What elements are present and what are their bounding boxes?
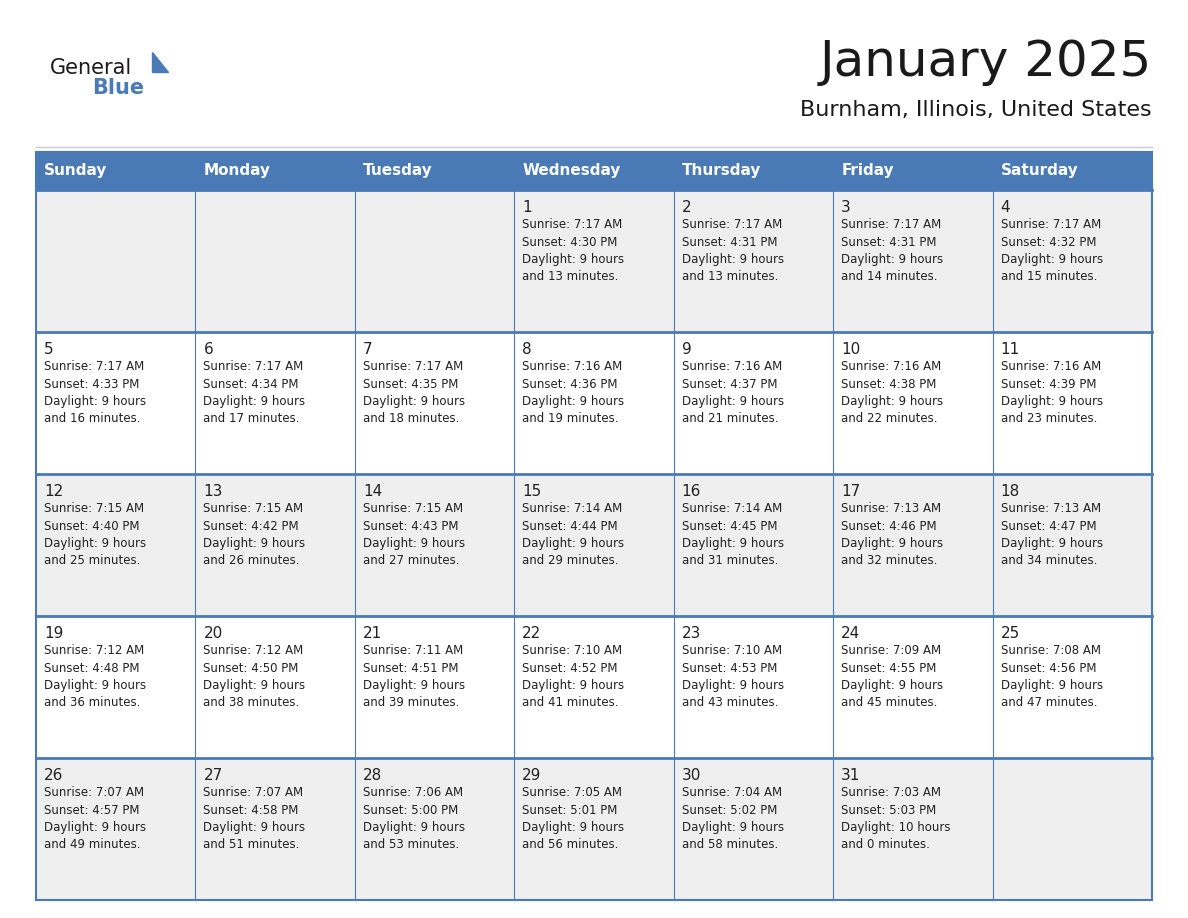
Text: 23: 23	[682, 626, 701, 641]
Text: Tuesday: Tuesday	[362, 163, 432, 178]
Text: 28: 28	[362, 768, 383, 783]
Text: General: General	[50, 58, 132, 78]
Text: Saturday: Saturday	[1000, 163, 1079, 178]
Bar	[36, 616, 1152, 758]
Bar	[36, 152, 196, 190]
Text: Friday: Friday	[841, 163, 893, 178]
Text: Sunrise: 7:17 AM
Sunset: 4:30 PM
Daylight: 9 hours
and 13 minutes.: Sunrise: 7:17 AM Sunset: 4:30 PM Dayligh…	[523, 218, 625, 284]
Bar	[833, 152, 992, 190]
Text: 15: 15	[523, 484, 542, 499]
Text: Sunrise: 7:05 AM
Sunset: 5:01 PM
Daylight: 9 hours
and 56 minutes.: Sunrise: 7:05 AM Sunset: 5:01 PM Dayligh…	[523, 786, 625, 852]
Bar	[36, 190, 1152, 332]
Text: 22: 22	[523, 626, 542, 641]
Text: Monday: Monday	[203, 163, 271, 178]
Text: Sunrise: 7:15 AM
Sunset: 4:42 PM
Daylight: 9 hours
and 26 minutes.: Sunrise: 7:15 AM Sunset: 4:42 PM Dayligh…	[203, 502, 305, 567]
Text: 9: 9	[682, 342, 691, 357]
Text: 3: 3	[841, 200, 851, 215]
Text: Sunrise: 7:13 AM
Sunset: 4:47 PM
Daylight: 9 hours
and 34 minutes.: Sunrise: 7:13 AM Sunset: 4:47 PM Dayligh…	[1000, 502, 1102, 567]
Bar	[36, 758, 1152, 900]
Text: 27: 27	[203, 768, 222, 783]
Text: Sunrise: 7:12 AM
Sunset: 4:48 PM
Daylight: 9 hours
and 36 minutes.: Sunrise: 7:12 AM Sunset: 4:48 PM Dayligh…	[44, 644, 146, 710]
Text: 4: 4	[1000, 200, 1010, 215]
Text: Sunrise: 7:04 AM
Sunset: 5:02 PM
Daylight: 9 hours
and 58 minutes.: Sunrise: 7:04 AM Sunset: 5:02 PM Dayligh…	[682, 786, 784, 852]
Text: Sunrise: 7:15 AM
Sunset: 4:43 PM
Daylight: 9 hours
and 27 minutes.: Sunrise: 7:15 AM Sunset: 4:43 PM Dayligh…	[362, 502, 465, 567]
Text: Sunrise: 7:16 AM
Sunset: 4:38 PM
Daylight: 9 hours
and 22 minutes.: Sunrise: 7:16 AM Sunset: 4:38 PM Dayligh…	[841, 360, 943, 426]
Text: Sunrise: 7:17 AM
Sunset: 4:35 PM
Daylight: 9 hours
and 18 minutes.: Sunrise: 7:17 AM Sunset: 4:35 PM Dayligh…	[362, 360, 465, 426]
Text: 19: 19	[44, 626, 63, 641]
Text: 26: 26	[44, 768, 63, 783]
Bar	[514, 152, 674, 190]
Text: Sunrise: 7:17 AM
Sunset: 4:32 PM
Daylight: 9 hours
and 15 minutes.: Sunrise: 7:17 AM Sunset: 4:32 PM Dayligh…	[1000, 218, 1102, 284]
Text: 6: 6	[203, 342, 213, 357]
Text: 10: 10	[841, 342, 860, 357]
Text: Sunrise: 7:10 AM
Sunset: 4:52 PM
Daylight: 9 hours
and 41 minutes.: Sunrise: 7:10 AM Sunset: 4:52 PM Dayligh…	[523, 644, 625, 710]
Text: Sunday: Sunday	[44, 163, 107, 178]
Text: Sunrise: 7:17 AM
Sunset: 4:34 PM
Daylight: 9 hours
and 17 minutes.: Sunrise: 7:17 AM Sunset: 4:34 PM Dayligh…	[203, 360, 305, 426]
Text: Sunrise: 7:09 AM
Sunset: 4:55 PM
Daylight: 9 hours
and 45 minutes.: Sunrise: 7:09 AM Sunset: 4:55 PM Dayligh…	[841, 644, 943, 710]
Text: Wednesday: Wednesday	[523, 163, 620, 178]
Text: 8: 8	[523, 342, 532, 357]
Text: 2: 2	[682, 200, 691, 215]
Text: Sunrise: 7:07 AM
Sunset: 4:57 PM
Daylight: 9 hours
and 49 minutes.: Sunrise: 7:07 AM Sunset: 4:57 PM Dayligh…	[44, 786, 146, 852]
Bar	[674, 152, 833, 190]
Bar	[36, 332, 1152, 474]
Polygon shape	[152, 52, 168, 72]
Text: 13: 13	[203, 484, 223, 499]
Text: January 2025: January 2025	[820, 38, 1152, 86]
Text: Sunrise: 7:16 AM
Sunset: 4:37 PM
Daylight: 9 hours
and 21 minutes.: Sunrise: 7:16 AM Sunset: 4:37 PM Dayligh…	[682, 360, 784, 426]
Text: 11: 11	[1000, 342, 1019, 357]
Text: 12: 12	[44, 484, 63, 499]
Text: Burnham, Illinois, United States: Burnham, Illinois, United States	[801, 100, 1152, 120]
Bar	[992, 152, 1152, 190]
Bar	[196, 152, 355, 190]
Text: Sunrise: 7:10 AM
Sunset: 4:53 PM
Daylight: 9 hours
and 43 minutes.: Sunrise: 7:10 AM Sunset: 4:53 PM Dayligh…	[682, 644, 784, 710]
Text: Sunrise: 7:12 AM
Sunset: 4:50 PM
Daylight: 9 hours
and 38 minutes.: Sunrise: 7:12 AM Sunset: 4:50 PM Dayligh…	[203, 644, 305, 710]
Text: 17: 17	[841, 484, 860, 499]
Text: 30: 30	[682, 768, 701, 783]
Text: Sunrise: 7:13 AM
Sunset: 4:46 PM
Daylight: 9 hours
and 32 minutes.: Sunrise: 7:13 AM Sunset: 4:46 PM Dayligh…	[841, 502, 943, 567]
Text: Blue: Blue	[91, 78, 144, 98]
Text: Sunrise: 7:03 AM
Sunset: 5:03 PM
Daylight: 10 hours
and 0 minutes.: Sunrise: 7:03 AM Sunset: 5:03 PM Dayligh…	[841, 786, 950, 852]
Text: Sunrise: 7:06 AM
Sunset: 5:00 PM
Daylight: 9 hours
and 53 minutes.: Sunrise: 7:06 AM Sunset: 5:00 PM Dayligh…	[362, 786, 465, 852]
Text: 20: 20	[203, 626, 222, 641]
Text: 16: 16	[682, 484, 701, 499]
Text: Sunrise: 7:17 AM
Sunset: 4:31 PM
Daylight: 9 hours
and 13 minutes.: Sunrise: 7:17 AM Sunset: 4:31 PM Dayligh…	[682, 218, 784, 284]
Text: Sunrise: 7:14 AM
Sunset: 4:44 PM
Daylight: 9 hours
and 29 minutes.: Sunrise: 7:14 AM Sunset: 4:44 PM Dayligh…	[523, 502, 625, 567]
Text: 1: 1	[523, 200, 532, 215]
Text: 21: 21	[362, 626, 383, 641]
Text: 14: 14	[362, 484, 383, 499]
Text: 29: 29	[523, 768, 542, 783]
Text: Sunrise: 7:08 AM
Sunset: 4:56 PM
Daylight: 9 hours
and 47 minutes.: Sunrise: 7:08 AM Sunset: 4:56 PM Dayligh…	[1000, 644, 1102, 710]
Text: Sunrise: 7:17 AM
Sunset: 4:31 PM
Daylight: 9 hours
and 14 minutes.: Sunrise: 7:17 AM Sunset: 4:31 PM Dayligh…	[841, 218, 943, 284]
Text: Sunrise: 7:11 AM
Sunset: 4:51 PM
Daylight: 9 hours
and 39 minutes.: Sunrise: 7:11 AM Sunset: 4:51 PM Dayligh…	[362, 644, 465, 710]
Text: Sunrise: 7:14 AM
Sunset: 4:45 PM
Daylight: 9 hours
and 31 minutes.: Sunrise: 7:14 AM Sunset: 4:45 PM Dayligh…	[682, 502, 784, 567]
Text: Sunrise: 7:16 AM
Sunset: 4:39 PM
Daylight: 9 hours
and 23 minutes.: Sunrise: 7:16 AM Sunset: 4:39 PM Dayligh…	[1000, 360, 1102, 426]
Text: Sunrise: 7:07 AM
Sunset: 4:58 PM
Daylight: 9 hours
and 51 minutes.: Sunrise: 7:07 AM Sunset: 4:58 PM Dayligh…	[203, 786, 305, 852]
Bar	[355, 152, 514, 190]
Text: 5: 5	[44, 342, 53, 357]
Text: Thursday: Thursday	[682, 163, 762, 178]
Text: 31: 31	[841, 768, 860, 783]
Text: Sunrise: 7:17 AM
Sunset: 4:33 PM
Daylight: 9 hours
and 16 minutes.: Sunrise: 7:17 AM Sunset: 4:33 PM Dayligh…	[44, 360, 146, 426]
Text: 7: 7	[362, 342, 373, 357]
Text: Sunrise: 7:16 AM
Sunset: 4:36 PM
Daylight: 9 hours
and 19 minutes.: Sunrise: 7:16 AM Sunset: 4:36 PM Dayligh…	[523, 360, 625, 426]
Text: 18: 18	[1000, 484, 1019, 499]
Text: 24: 24	[841, 626, 860, 641]
Bar	[36, 474, 1152, 616]
Text: 25: 25	[1000, 626, 1019, 641]
Text: Sunrise: 7:15 AM
Sunset: 4:40 PM
Daylight: 9 hours
and 25 minutes.: Sunrise: 7:15 AM Sunset: 4:40 PM Dayligh…	[44, 502, 146, 567]
